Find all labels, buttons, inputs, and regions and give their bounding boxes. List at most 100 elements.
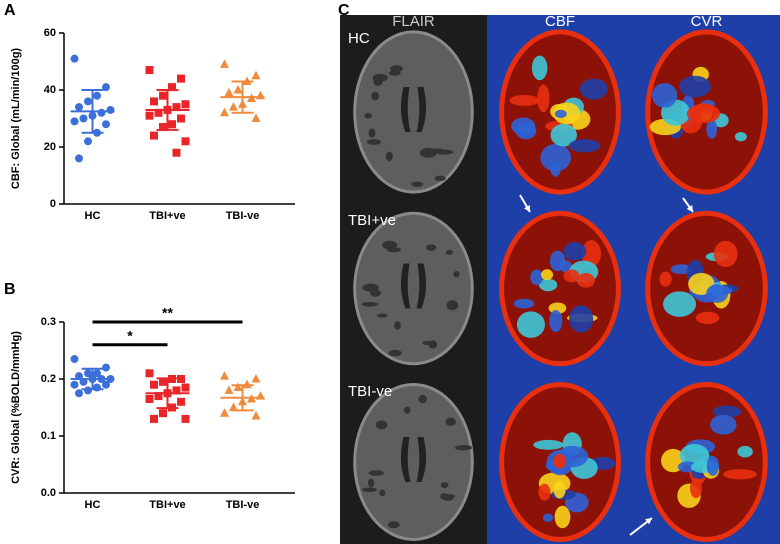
map-blob: [548, 302, 567, 314]
map-blob: [516, 311, 545, 338]
sulcus: [370, 289, 381, 297]
point: [251, 374, 261, 383]
brain-slice: [353, 383, 474, 541]
point: [93, 383, 101, 392]
point: [168, 120, 176, 129]
map-blob: [710, 414, 737, 435]
map-blob: [553, 480, 566, 499]
arrow-head: [645, 518, 652, 525]
map-blob: [563, 241, 587, 261]
point: [150, 414, 158, 423]
point: [84, 369, 92, 378]
sulcus: [371, 91, 380, 101]
sulcus: [411, 181, 424, 187]
x-tick-label: TBI+ve: [149, 499, 185, 511]
point: [159, 123, 167, 132]
point: [70, 380, 79, 389]
error-bar: [81, 89, 104, 134]
panel-label: B: [4, 281, 16, 298]
y-tick-label: 0: [50, 198, 56, 210]
sulcus: [445, 417, 456, 427]
sulcus: [394, 321, 401, 330]
map-blob: [737, 445, 753, 458]
map-blob: [659, 271, 672, 287]
point: [220, 408, 229, 417]
map-blob: [706, 118, 718, 139]
point: [224, 385, 234, 394]
sulcus: [440, 494, 456, 499]
point: [224, 87, 234, 97]
sulcus: [404, 406, 411, 414]
point: [84, 137, 92, 146]
point: [150, 380, 158, 389]
point: [84, 97, 92, 106]
sulcus: [361, 487, 378, 493]
map-blob: [530, 269, 544, 286]
error-bar: [156, 377, 179, 410]
point: [251, 411, 261, 420]
sulcus: [361, 301, 379, 307]
y-axis-label: CBF: Global (mL/min/100g): [10, 48, 22, 190]
point: [251, 113, 261, 122]
ventricle: [400, 87, 427, 132]
point: [159, 91, 167, 100]
map-blob: [511, 117, 536, 135]
point: [145, 66, 154, 75]
point: [70, 355, 79, 364]
sulcus: [390, 65, 403, 73]
sulcus: [368, 128, 376, 138]
point: [229, 402, 238, 411]
map-blob: [579, 78, 608, 100]
point: [145, 369, 154, 378]
map-blob: [550, 123, 577, 147]
sulcus: [434, 175, 446, 182]
sulcus: [366, 139, 381, 145]
point: [177, 375, 185, 383]
y-tick-label: 20: [44, 141, 56, 153]
sulcus: [440, 482, 449, 489]
sulcus: [445, 249, 453, 255]
sulcus: [446, 300, 459, 311]
point: [145, 111, 154, 120]
sulcus: [386, 247, 402, 253]
map-blob: [538, 278, 558, 292]
sulcus: [388, 349, 402, 357]
point: [75, 154, 83, 163]
error-bar: [231, 80, 254, 114]
row-label: TBI+ve: [348, 212, 396, 229]
point: [177, 114, 185, 123]
error-bar: [81, 367, 104, 391]
map-blob: [533, 439, 564, 450]
point: [70, 54, 79, 63]
point: [70, 117, 79, 126]
point: [181, 383, 190, 392]
sulcus: [382, 240, 398, 250]
x-tick-label: TBI+ve: [149, 210, 185, 222]
map-blob: [554, 109, 567, 119]
point: [242, 379, 252, 389]
significance-label: **: [162, 305, 173, 321]
row-label: HC: [348, 30, 370, 47]
row-label: TBI-ve: [348, 383, 392, 400]
point: [102, 83, 110, 92]
x-tick-label: TBI-ve: [226, 210, 260, 222]
map-blob: [734, 131, 747, 142]
sulcus: [388, 521, 400, 529]
y-axis-label: CVR: Global (%BOLD/mmHg): [10, 331, 22, 484]
point: [97, 108, 106, 117]
sulcus: [364, 113, 372, 119]
brain-map: [499, 210, 621, 367]
sulcus: [428, 340, 438, 349]
sulcus: [372, 73, 388, 82]
point: [102, 363, 110, 372]
point: [154, 392, 163, 401]
sulcus: [426, 244, 437, 251]
arrow-head: [523, 205, 530, 212]
point: [220, 371, 229, 380]
map-blob: [686, 104, 721, 124]
point: [177, 74, 185, 83]
point: [93, 369, 101, 378]
map-blob: [550, 161, 561, 177]
sulcus: [377, 313, 388, 318]
map-blob: [531, 55, 548, 81]
